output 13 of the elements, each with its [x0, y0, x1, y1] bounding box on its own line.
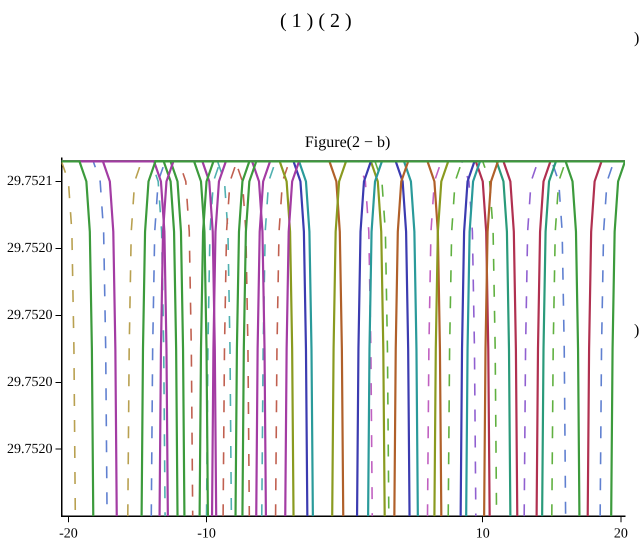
y-tick-label: 29.7520: [7, 374, 52, 390]
y-tick-label: 29.7520: [7, 241, 52, 256]
y-tick-label: 29.7520: [7, 442, 52, 457]
x-tick-label: -20: [59, 526, 78, 542]
y-tick-label: 29.7520: [7, 308, 52, 324]
text: ): [634, 322, 640, 340]
chart-title: Figure(2 − b): [304, 134, 390, 152]
x-tick-label: 10: [476, 526, 490, 542]
text: ( 1 ) ( 2 ): [280, 10, 352, 33]
x-tick-label: 20: [614, 526, 628, 542]
y-tick-label: 29.7521: [7, 174, 52, 190]
text: ): [634, 30, 640, 48]
x-tick-label: -10: [197, 526, 216, 542]
